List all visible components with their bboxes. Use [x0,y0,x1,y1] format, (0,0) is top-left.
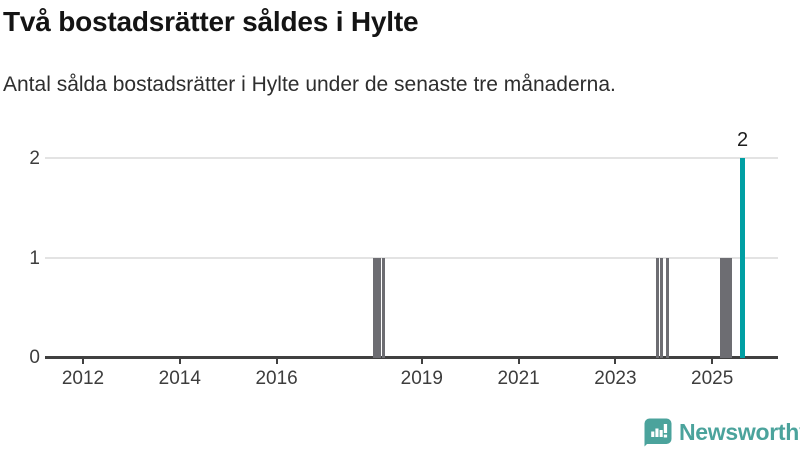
x-axis-tick-label: 2012 [61,368,105,389]
gridline [45,157,778,159]
x-axis-tick [178,357,181,364]
gridline [45,256,778,259]
bar [720,257,724,358]
bar [377,257,381,358]
newsworthy-logo: Newsworthy [644,417,800,447]
y-axis-tick-label: 2 [29,148,40,169]
y-axis-tick-label: 0 [29,347,40,368]
x-axis-tick-label: 2021 [497,368,540,389]
bar [665,257,670,358]
x-axis-tick [614,357,617,364]
x-axis-tick-label: 2025 [691,368,734,389]
chart-subtitle: Antal sålda bostadsrätter i Hylte under … [3,73,616,96]
bar [724,257,728,358]
x-axis-tick [711,357,714,364]
bar-value-label: 2 [737,129,749,151]
chart-title: Två bostadsrätter såldes i Hylte [3,6,419,37]
newsworthy-logo-text: Newsworthy [679,418,800,445]
bar [728,257,732,358]
x-axis-tick-label: 2016 [255,368,298,389]
x-axis-tick-label: 2019 [400,368,443,389]
x-axis-line [45,356,778,359]
x-axis-tick-label: 2023 [594,368,637,389]
x-axis-tick [275,357,278,364]
bar [659,257,664,358]
x-axis-tick-label: 2014 [158,368,201,389]
x-axis-tick [420,357,423,364]
bar [373,257,377,358]
newsworthy-logo-icon [644,418,672,446]
y-axis-tick-label: 1 [29,247,40,269]
x-axis-tick [82,357,84,364]
x-axis-tick [517,357,520,364]
bar [381,257,386,358]
bar [655,257,659,358]
highlighted-bar [740,158,745,358]
